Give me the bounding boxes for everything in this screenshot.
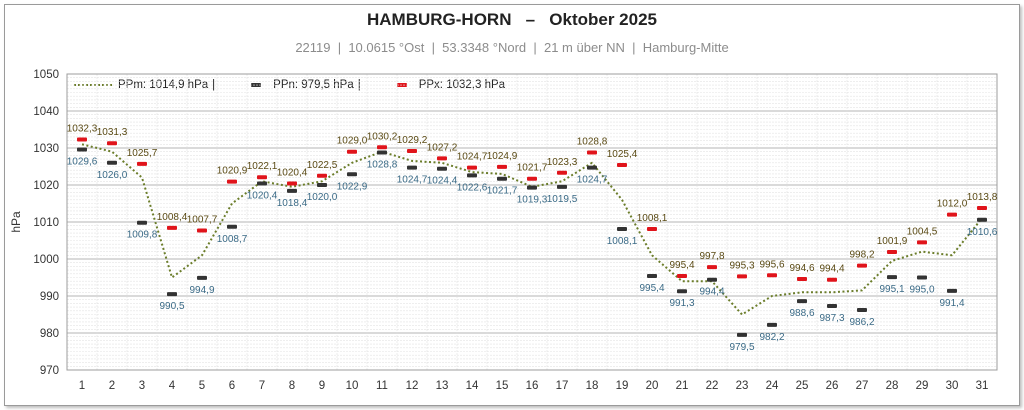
legend-mean-line-swatch [74,84,112,86]
chart-frame [4,4,1020,406]
chart-subtitle: 22119 | 10.0615 °Ost | 53.3348 °Nord | 2… [295,40,729,55]
legend-item-max: PPx: 1032,3 hPa [387,79,505,91]
legend-min-label: PPn: 979,5 hPa [273,79,354,91]
legend-min-marker-swatch [251,83,262,87]
legend-separator: | [212,79,216,91]
legend-item-mean: PPm: 1014,9 hPa | [74,79,227,91]
legend: PPm: 1014,9 hPa | PPn: 979,5 hPa | PPx: … [74,76,519,94]
legend-max-marker-swatch [396,83,407,87]
legend-separator: | [357,79,361,91]
legend-mean-label: PPm: 1014,9 hPa [118,79,209,91]
legend-item-min: PPn: 979,5 hPa | [241,79,373,91]
chart-title: HAMBURG-HORN – Oktober 2025 [367,10,657,29]
legend-max-label: PPx: 1032,3 hPa [418,79,506,91]
